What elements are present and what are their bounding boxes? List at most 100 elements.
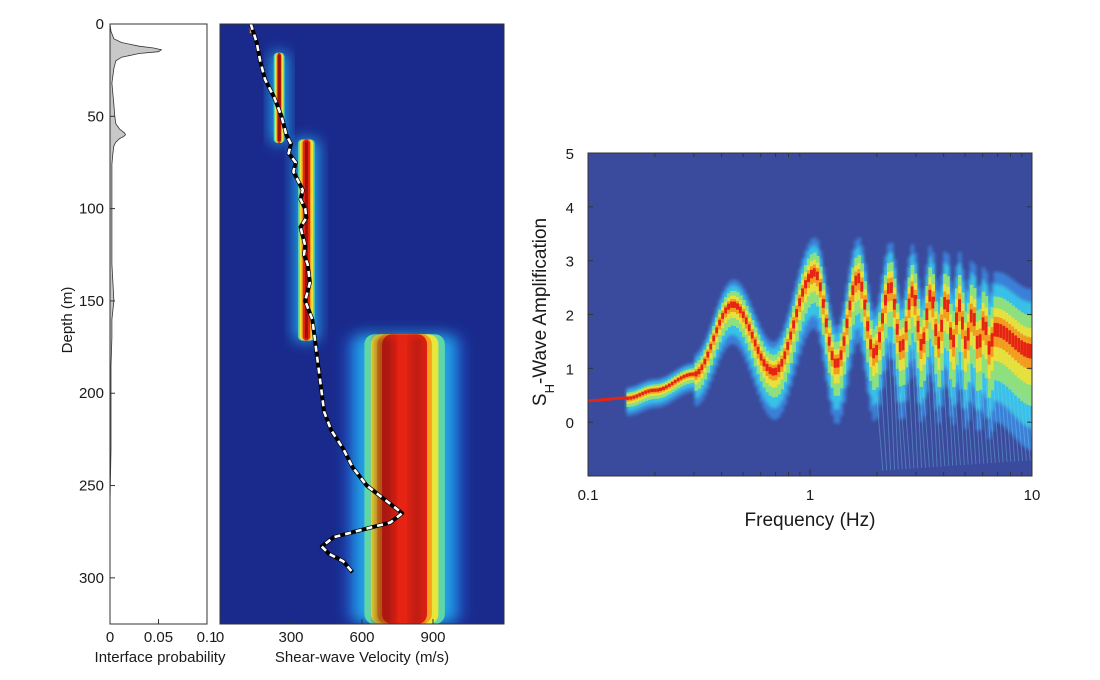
amplification-band [884,294,888,306]
amplification-band [839,350,844,360]
amplification-band [815,271,820,281]
amplification-scatter-line [1008,382,1016,462]
amplification-scatter-line [1023,395,1031,461]
amplification-band [804,280,808,289]
shear-wave-velocity-axis-label: Shear-wave Velocity (m/s) [275,649,449,666]
amplification-band [656,388,660,392]
amplification-band [1017,338,1021,353]
amplification-band [780,359,784,367]
frequency-tick-label: 1 [806,487,814,504]
amplification-band [741,311,746,319]
amplification-band [833,358,838,368]
amplification-scatter-line [946,347,954,466]
amplification-band [878,331,882,343]
amplification-band [653,388,657,392]
amplification-tick-label: 4 [566,200,574,217]
amplification-band [818,282,823,292]
amplification-scatter-line [930,341,938,467]
amplification-scatter-line [1016,389,1023,461]
shear-wave-velocity-heatmap [220,24,504,624]
amplification-band [659,387,663,391]
depth-tick-label: 50 [87,108,104,125]
interface-probability-plot [109,23,163,624]
amplification-scatter-line [953,383,961,466]
amplification-band [697,368,702,375]
amplification-band [670,381,675,386]
amplification-scatter-line [922,388,930,468]
interface-probability-frame [109,23,208,625]
amplification-band [889,282,894,293]
amplification-band [807,273,811,283]
amplification-tick-label: 1 [566,361,574,378]
amplification-band [990,333,995,347]
amplification-band [662,386,666,390]
amplification-band [851,285,855,296]
amplification-band [650,388,654,393]
depth-tick-label: 0 [96,16,104,33]
amplification-band [842,336,847,346]
amplification-band [638,393,642,397]
amplification-band [744,317,749,325]
amplification-band [688,372,693,377]
depth-axis-label: Depth (m) [59,287,76,354]
amplification-start-segment [620,396,625,400]
amplification-band [999,324,1003,338]
amplification-band [1020,340,1024,355]
amplification-scatter-line [911,339,919,469]
amplification-band [703,358,707,365]
amplification-band [1023,342,1027,357]
amplification-scatter-line [899,392,907,470]
amplification-band [946,299,950,312]
amplification-start-segment [617,396,622,400]
interface-probability-axis-label: Interface probability [95,649,226,666]
amplification-scatter-line [888,335,895,470]
amplification-band [665,385,669,389]
amplification-band [685,373,690,377]
amplification-band [863,299,867,310]
amplification-y-axis: 0 1 2 3 4 5 [566,146,1032,432]
amplification-band [724,307,728,314]
amplification-tick-label: 3 [566,254,574,271]
amplification-band [753,339,758,347]
amplification-band [872,348,876,359]
amplification-scatter-line [1012,386,1020,462]
amplification-scatter-line [965,389,973,465]
amplification-band [972,313,977,327]
amplification-band [821,299,826,308]
probability-tick-label: 0.05 [144,629,173,646]
shear-wave-velocity-x-axis: 0 300 600 900 [216,619,446,646]
amplification-band [795,309,799,318]
amplification-scatter-line [903,388,911,469]
amplification-band [913,295,918,307]
amplification-band [718,319,722,326]
amplification-band [727,303,731,310]
amplification-band [1011,332,1015,347]
velocity-tick-label: 900 [420,629,445,646]
amplification-scatter-line [876,396,884,471]
amplification-scatter-line [919,384,926,468]
amplification-band [987,341,992,355]
amplification-band [682,374,687,379]
amplification-band [907,298,912,310]
amplification-band [824,318,829,328]
amplification-scatter-line [1004,379,1012,462]
amplification-band [910,286,915,298]
velocity-tick-label: 600 [349,629,374,646]
amplification-scatter-line [996,376,1004,463]
amplification-scatter-line [907,360,915,469]
amplification-scatter-line [934,369,942,467]
amplification-start-segment [614,396,619,400]
amplification-scatter-line [938,389,946,467]
sh-amplification-axis-label: SH-Wave Amplification [530,218,557,406]
amplification-band [937,336,941,349]
amplification-band [747,324,752,332]
amplification-scatter-line [942,363,950,467]
amplification-density [588,237,1032,471]
amplification-band [783,351,787,360]
amplification-band [978,334,983,348]
amplification-band [963,336,968,349]
frequency-x-axis: 0.1 1 10 [578,153,1040,504]
amplification-band [777,364,781,372]
amplification-band [632,395,636,399]
amplification-band [801,288,805,297]
